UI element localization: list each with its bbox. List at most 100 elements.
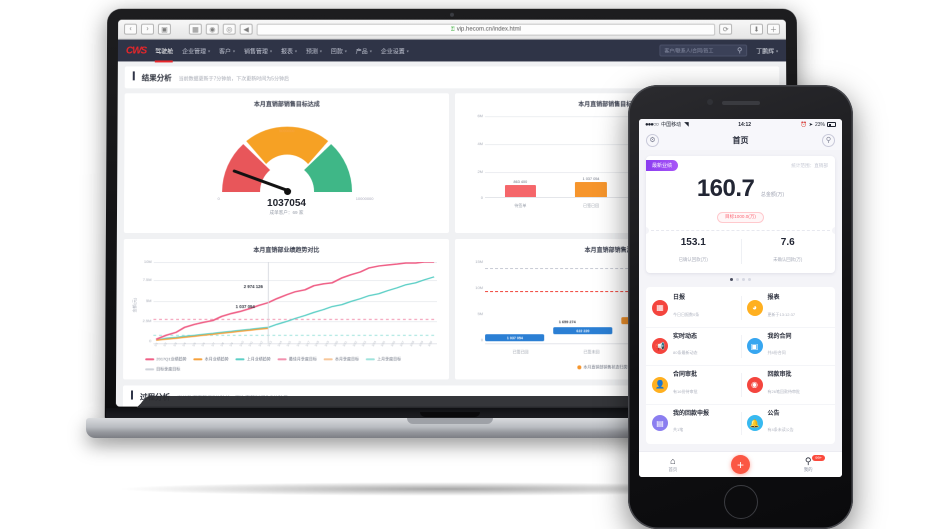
legend-item[interactable]: 最佳月季度目标 — [277, 356, 317, 362]
download-button[interactable]: ⬇ — [750, 23, 764, 35]
tab-add[interactable]: + — [707, 455, 775, 474]
shortcut-daily-report[interactable]: ▦ 日报 今日日报数0条 — [646, 289, 741, 327]
carousel-dots — [646, 273, 835, 285]
shortcut-my-payment-declaration[interactable]: ▤ 我的回款申报 共1笔 — [646, 405, 741, 443]
bar-item[interactable]: 863 400 — [498, 180, 543, 198]
user-menu[interactable]: 丁鹏辉 ▾ — [756, 46, 778, 55]
reload-button[interactable]: ⟳ — [719, 23, 733, 35]
battery-status: ⏰ ➤ 23% — [801, 122, 836, 128]
nav-item-enterprise-management[interactable]: 企业管理 ▾ — [182, 46, 210, 55]
performance-card: 最新业绩 统计范围：直销部 160.7 总金额(万) 目标1000.0(万) — [646, 156, 835, 273]
performance-card-header: 最新业绩 统计范围：直销部 — [646, 156, 835, 171]
share-button[interactable]: ◉ — [205, 23, 219, 35]
waterfall-box[interactable]: 1 037 054 — [485, 334, 545, 342]
legend-item[interactable]: 上月季度目标 — [366, 356, 401, 362]
annotation-current: 1 037 054 — [235, 304, 255, 310]
nav-item-dashboard[interactable]: 驾驶舱 — [155, 46, 173, 55]
global-search-box[interactable]: 客户/联系人/合同/员工 ⚲ — [659, 44, 748, 57]
shortcut-payment-approval[interactable]: ◉ 回款审批 有26笔回款待审批 — [740, 366, 836, 404]
pocket-button[interactable]: ◀ — [239, 23, 253, 35]
x-tick-label: 已签未回 — [583, 349, 600, 355]
carousel-dot[interactable] — [742, 278, 745, 281]
shortcut-contract-approval[interactable]: 👤 合同审批 有16份待审批 — [646, 366, 741, 404]
home-button[interactable] — [723, 485, 758, 519]
chevron-down-icon: ▾ — [344, 48, 347, 54]
performance-scope[interactable]: 统计范围：直销部 — [791, 162, 828, 168]
legend-item[interactable]: 目标季度目标 — [145, 366, 180, 372]
line-series-2017q1 — [155, 261, 434, 340]
shortcut-my-contracts[interactable]: ▣ 我的合同 共8份合同 — [740, 328, 836, 366]
legend-item[interactable]: 上月业绩趋势 — [235, 356, 271, 362]
gauge-hub — [283, 188, 291, 196]
y-tick-label: 2.5M — [142, 318, 152, 324]
sidebar-button[interactable]: ▣ — [157, 23, 171, 35]
gauge-sub-label: 成单客户：69 家 — [269, 210, 304, 215]
nav-item-customer[interactable]: 客户 ▾ — [219, 46, 235, 55]
line-series-area — [153, 261, 437, 343]
shortcut-text: 实时动态 80条最新动态 — [673, 334, 697, 360]
performance-tag[interactable]: 最新业绩 — [646, 160, 679, 171]
nav-item-reports[interactable]: 报表 ▾ — [281, 46, 297, 55]
grid-view-button[interactable]: ▦ — [188, 23, 202, 35]
alarm-icon: ⏰ — [800, 121, 807, 128]
legend-item[interactable]: 本月直销部销售状态归类销售 — [577, 364, 635, 370]
nav-item-product[interactable]: 产品 ▾ — [356, 46, 372, 55]
nav-item-payment[interactable]: 回款 ▾ — [331, 46, 347, 55]
new-tab-button[interactable]: ＋ — [766, 23, 780, 35]
nav-item-label: 客户 — [219, 49, 232, 55]
carousel-dot[interactable] — [730, 278, 733, 281]
shortcut-label: 公告 — [767, 410, 780, 417]
megaphone-icon: 📢 — [652, 338, 668, 355]
shortcut-live-feed[interactable]: 📢 实时动态 80条最新动态 — [646, 328, 741, 366]
line-chart-legend: 2017Q1业绩趋势 本月业绩趋势 上月业绩趋势 — [145, 356, 437, 372]
x-tick-label: 3/15 — [285, 340, 292, 348]
laptop-hinge-notch — [420, 412, 480, 417]
nav-item-enterprise-settings[interactable]: 企业设置 ▾ — [381, 46, 409, 55]
approve-user-icon: 👤 — [652, 376, 668, 393]
nav-item-sales-management[interactable]: 销售管理 ▾ — [244, 46, 272, 55]
tab-me[interactable]: ⚲ 我的 99+ — [774, 454, 842, 473]
shortcut-label: 实时动态 — [673, 333, 698, 340]
legend-swatch — [366, 358, 376, 361]
waterfall-box[interactable]: 622 220 — [553, 327, 613, 335]
y-tick-label: 4M — [477, 141, 483, 147]
address-bar-url: vip.hecom.cn/index.html — [456, 26, 521, 33]
shortcut-announcements[interactable]: 🔔 公告 有4条未读公告 — [740, 405, 836, 443]
shortcut-sub: 更新于13:12:37 — [767, 311, 796, 317]
app-logo[interactable]: CWS — [125, 45, 147, 56]
tab-label: 首页 — [668, 466, 678, 472]
section-accent-bar — [130, 390, 134, 400]
bar-rect — [504, 185, 537, 198]
gear-icon[interactable]: ⚙ — [646, 133, 659, 147]
phone-status-bar: ●●●○○ 中国移动 ◥ 14:12 ⏰ ➤ 23% — [639, 119, 842, 130]
x-tick-label: 3/27 — [398, 340, 406, 348]
carousel-dot[interactable] — [748, 278, 751, 281]
carrier-label: 中国移动 — [661, 122, 682, 128]
legend-item[interactable]: 本月业绩趋势 — [193, 356, 229, 362]
nav-item-forecast[interactable]: 预测 ▾ — [306, 46, 322, 55]
nav-item-label: 报表 — [280, 49, 293, 55]
tab-home[interactable]: ⌂ 首页 — [639, 456, 707, 473]
forward-button[interactable]: › — [140, 23, 154, 35]
shortcut-reports[interactable]: ◕ 报表 更新于13:12:37 — [740, 289, 836, 327]
tabs-button[interactable]: ◎ — [222, 23, 236, 35]
back-button[interactable]: ‹ — [124, 23, 138, 35]
address-bar[interactable]: ⚿ vip.hecom.cn/index.html — [256, 23, 716, 36]
phone-navbar: ⚙ 首页 ⚲ — [639, 130, 842, 150]
browser-toolbar: ‹ › ▣ ▦ ◉ ◎ ◀ ⚿ vip.hecom.cn/index.html … — [118, 19, 786, 40]
carousel-dot[interactable] — [736, 278, 739, 281]
line-series-this-month — [155, 327, 268, 341]
bar-value-label: 1 037 054 — [582, 176, 600, 181]
legend-item[interactable]: 本月季度目标 — [323, 356, 359, 362]
grid-row: 👤 合同审批 有16份待审批 ◉ 回款审批 有26笔回款待审批 — [646, 365, 835, 404]
plus-icon[interactable]: + — [731, 455, 750, 474]
phone-body: ●●●○○ 中国移动 ◥ 14:12 ⏰ ➤ 23% ⚙ 首页 ⚲ — [628, 85, 853, 529]
search-icon[interactable]: ⚲ — [822, 133, 835, 147]
search-icon[interactable]: ⚲ — [736, 47, 743, 55]
shortcut-sub: 有26笔回款待审批 — [767, 388, 800, 394]
bar-item[interactable]: 1 037 054 — [568, 176, 613, 198]
legend-item[interactable]: 2017Q1业绩趋势 — [145, 356, 187, 362]
legend-swatch — [235, 358, 245, 361]
chevron-down-icon: ▾ — [776, 48, 779, 54]
waterfall-box-label: 622 220 — [576, 328, 590, 333]
